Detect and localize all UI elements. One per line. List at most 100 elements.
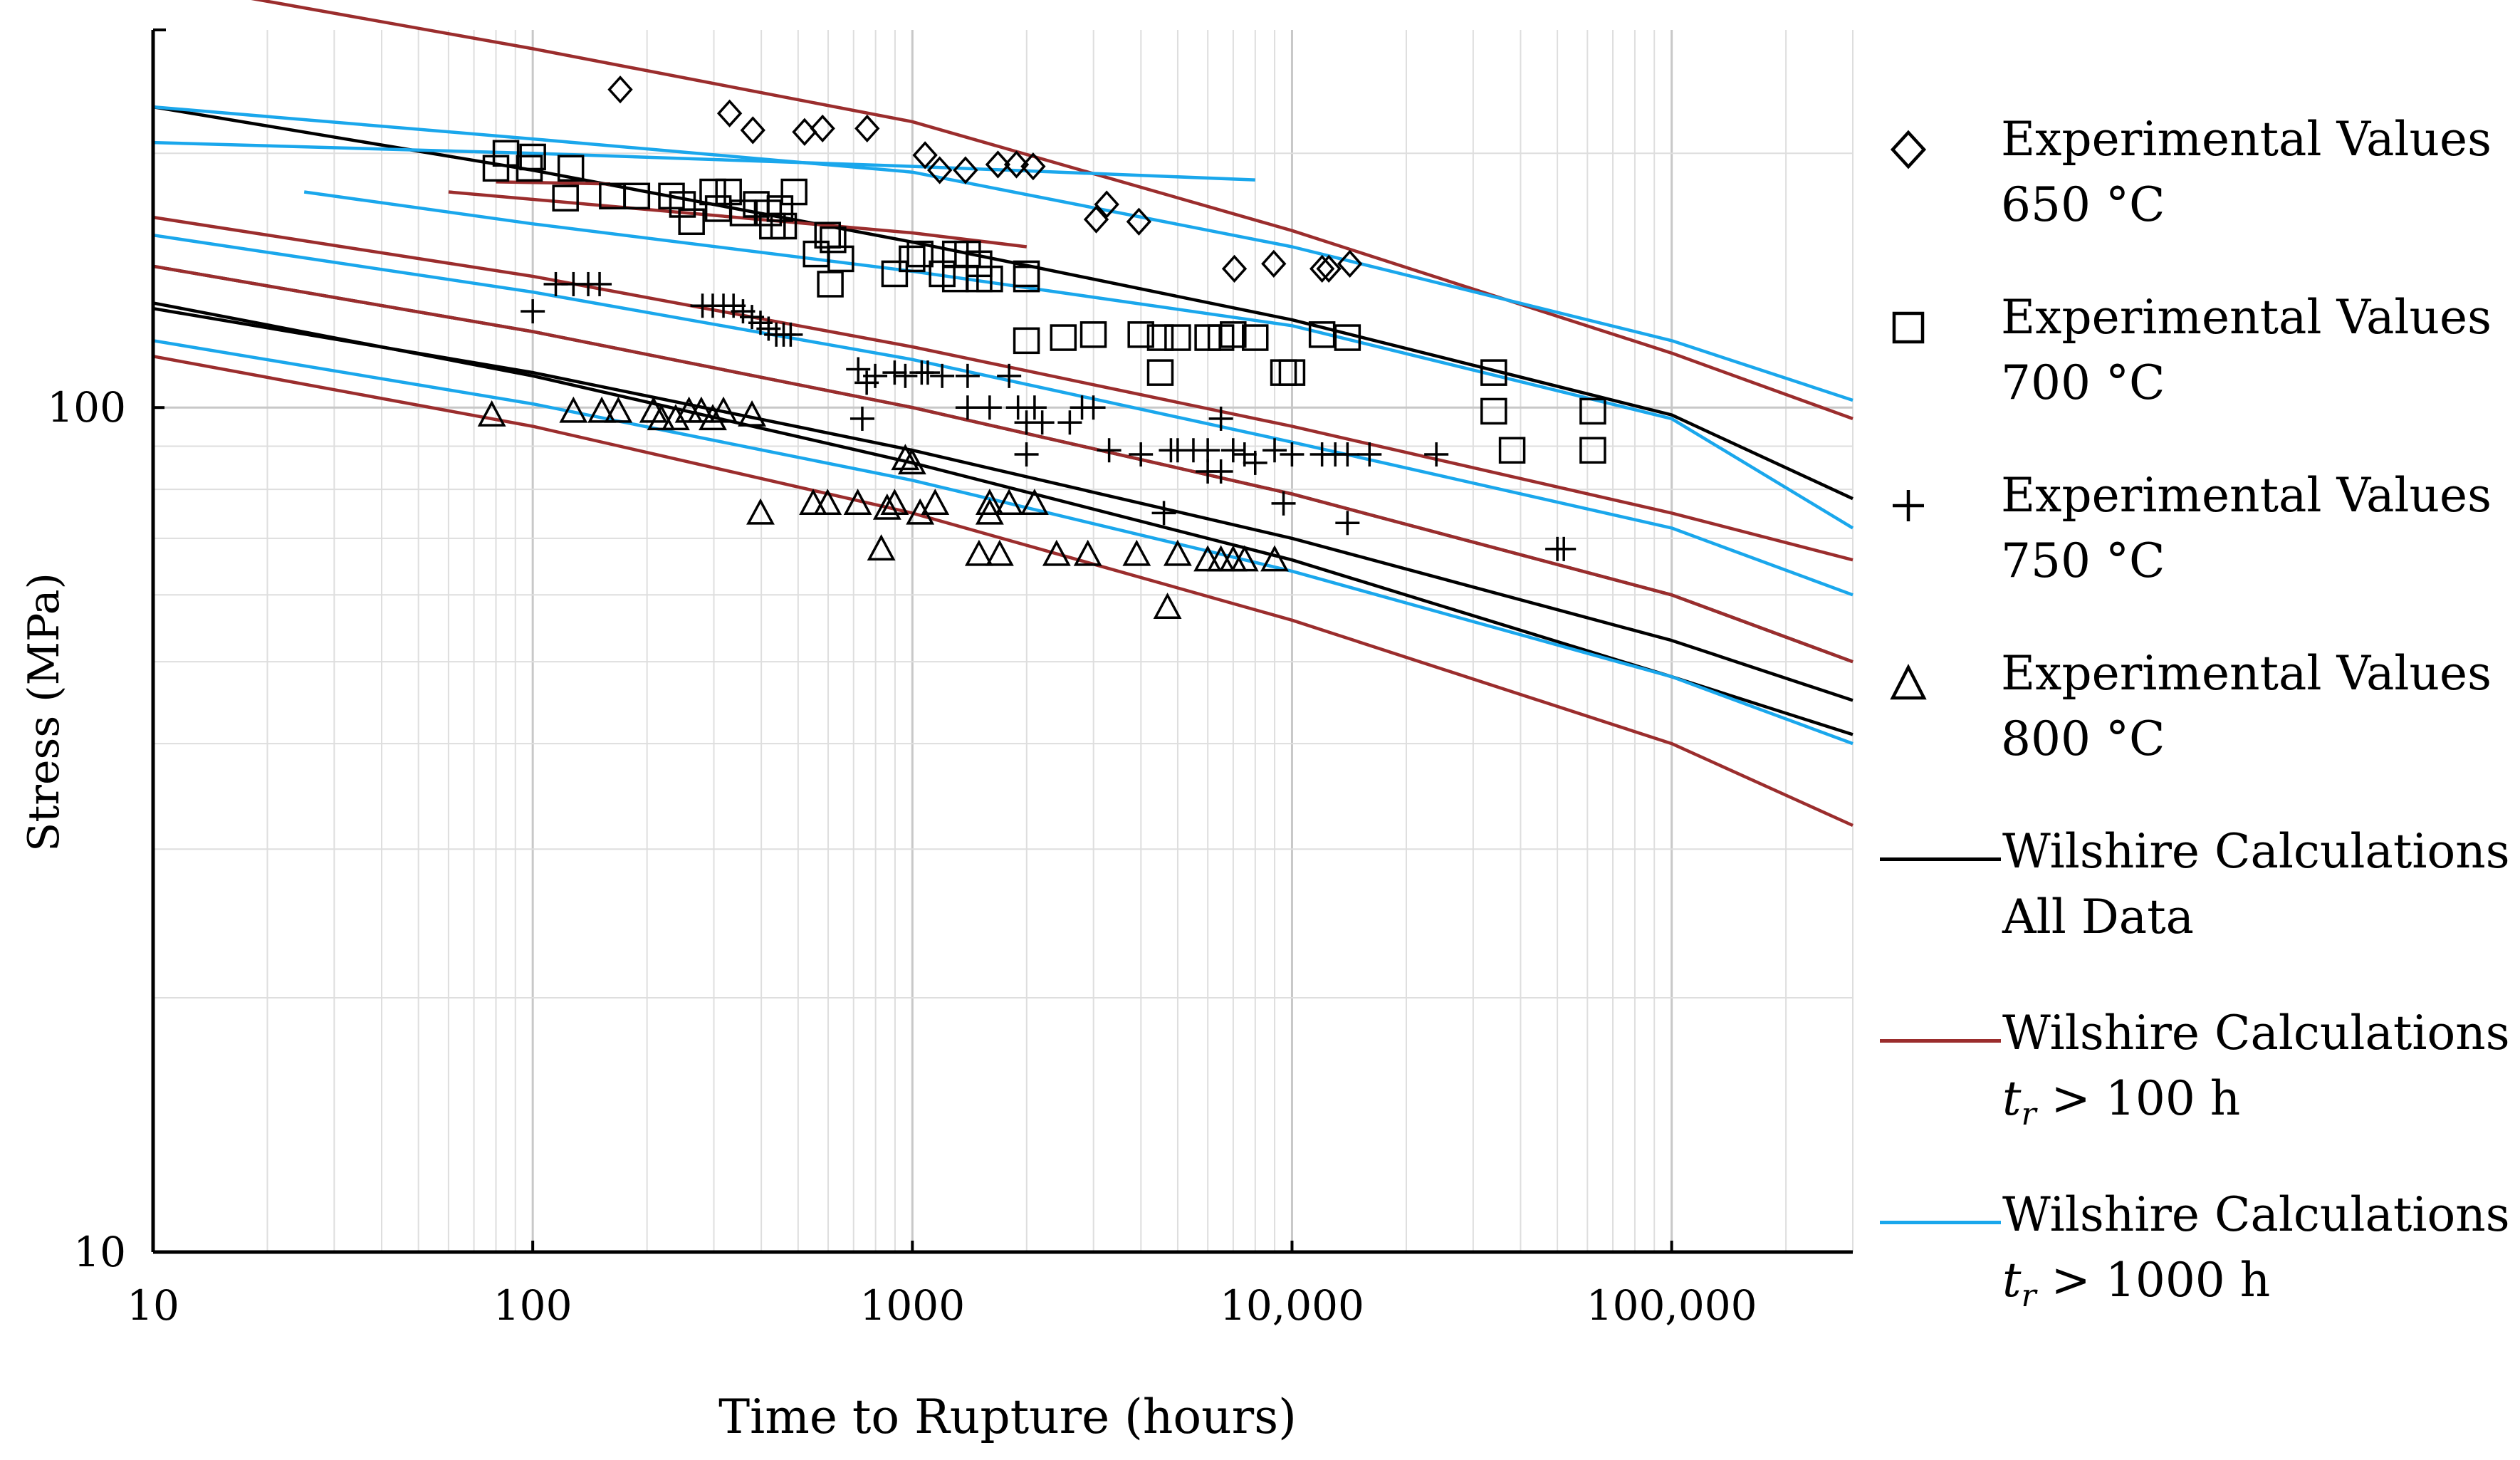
legend-label-sub: 800 °C	[2001, 711, 2165, 766]
black-line-swatch-icon	[1880, 857, 2001, 861]
data-point-750	[1030, 410, 1055, 435]
data-point-650	[607, 75, 633, 104]
data-point-750	[1097, 438, 1122, 463]
legend-label: Experimental Values 750 °C	[2001, 463, 2492, 594]
triangle-marker-icon	[1890, 664, 1927, 700]
data-point-700	[557, 155, 585, 182]
legend-entry-800: Experimental Values 800 °C	[1880, 641, 2506, 819]
data-point-700	[770, 212, 798, 240]
data-point-750	[1357, 442, 1382, 467]
data-point-750	[863, 363, 888, 388]
data-point-750	[1335, 442, 1360, 467]
square-marker-icon	[1892, 311, 1925, 344]
fit-curve-100h	[251, 0, 1854, 421]
blue-line-swatch-icon	[1880, 1221, 2001, 1224]
data-point-700	[1334, 324, 1361, 351]
data-point-750	[882, 360, 907, 385]
red-line-swatch-icon	[1880, 1039, 2001, 1043]
data-point-650	[716, 99, 743, 127]
data-point-800	[746, 498, 775, 525]
data-point-700	[1146, 324, 1174, 351]
data-point-800	[559, 396, 588, 423]
fit-curve-100h	[496, 180, 611, 186]
data-point-700	[1480, 359, 1507, 386]
legend-label-sub: 650 °C	[2001, 177, 2165, 232]
x-tick-label: 10,000	[1220, 1281, 1364, 1330]
data-point-800	[799, 489, 827, 516]
fit-curve-1000h	[152, 233, 1854, 597]
data-point-700	[817, 271, 844, 298]
legend-entry-1000h: Wilshire Calculations tr > 1000 h	[1880, 1182, 2510, 1364]
data-point-700	[623, 182, 651, 210]
fit-curve-1000h	[152, 140, 1255, 182]
data-point-700	[678, 208, 705, 235]
data-point-750	[1057, 410, 1082, 435]
data-point-700	[1278, 359, 1306, 386]
data-point-650	[1003, 150, 1030, 179]
data-point-650	[740, 116, 765, 145]
data-point-750	[1129, 442, 1154, 467]
data-point-800	[604, 396, 633, 423]
legend-entry-100h: Wilshire Calculations tr > 100 h	[1880, 1001, 2510, 1182]
legend-label-main: Experimental Values	[2001, 290, 2492, 345]
data-point-700	[1013, 265, 1040, 293]
data-point-650	[985, 150, 1011, 179]
legend-label-main: Experimental Values	[2001, 468, 2492, 523]
data-point-750	[721, 293, 746, 318]
data-point-700	[1498, 437, 1526, 464]
fit-curve-100h	[152, 264, 1854, 664]
data-point-650	[953, 156, 978, 184]
data-point-650	[1020, 152, 1046, 181]
data-point-800	[867, 534, 896, 561]
data-point-750	[930, 363, 955, 388]
legend-label-main: Wilshire Calculations	[2002, 824, 2510, 879]
data-point-750	[955, 363, 980, 388]
fit-curve-all-data	[152, 301, 1854, 736]
x-tick-label: 100,000	[1586, 1281, 1757, 1330]
data-point-800	[921, 489, 950, 516]
data-point-700	[1127, 321, 1154, 348]
data-point-650	[1094, 190, 1119, 219]
data-point-750	[1220, 438, 1245, 463]
data-point-800	[661, 404, 690, 431]
legend-label-sub: All Data	[2002, 890, 2194, 944]
data-point-800	[1122, 539, 1151, 566]
data-point-700	[1480, 397, 1507, 425]
data-point-750	[1196, 438, 1220, 463]
data-point-750	[1280, 442, 1305, 467]
x-tick-label: 100	[493, 1281, 573, 1330]
data-point-700	[715, 178, 742, 206]
legend-label-main: Experimental Values	[2001, 646, 2492, 701]
data-point-800	[872, 493, 901, 520]
data-point-750	[849, 406, 874, 431]
data-point-750	[1081, 395, 1106, 420]
data-point-800	[843, 489, 872, 516]
data-point-800	[813, 489, 842, 516]
legend-label: Wilshire Calculations All Data	[2002, 819, 2510, 950]
data-point-750	[1208, 459, 1233, 484]
data-point-700	[906, 240, 934, 268]
data-point-650	[926, 156, 953, 184]
data-point-650	[1316, 254, 1342, 283]
x-tick-label: 10	[127, 1281, 179, 1330]
data-point-700	[1164, 324, 1191, 351]
legend-entry-700: Experimental Values 700 °C	[1880, 285, 2506, 463]
data-point-700	[1013, 327, 1040, 355]
data-point-700	[1050, 324, 1077, 351]
data-point-650	[792, 118, 817, 146]
legend-label-sub: 700 °C	[2001, 355, 2165, 410]
data-point-700	[1241, 324, 1269, 351]
data-point-800	[587, 396, 617, 423]
data-point-800	[1260, 545, 1289, 572]
data-point-800	[891, 444, 920, 471]
axes: 10 100 1000 10,000 100,000 10 100	[47, 28, 1853, 1330]
data-point-800	[699, 404, 727, 431]
fit-curve-1000h	[303, 190, 1854, 530]
data-point-800	[975, 489, 1004, 516]
data-point-750	[778, 322, 803, 347]
data-point-800	[995, 489, 1024, 516]
data-point-750	[846, 357, 871, 382]
data-point-650	[1126, 207, 1152, 236]
fit-curves	[152, 0, 1854, 828]
